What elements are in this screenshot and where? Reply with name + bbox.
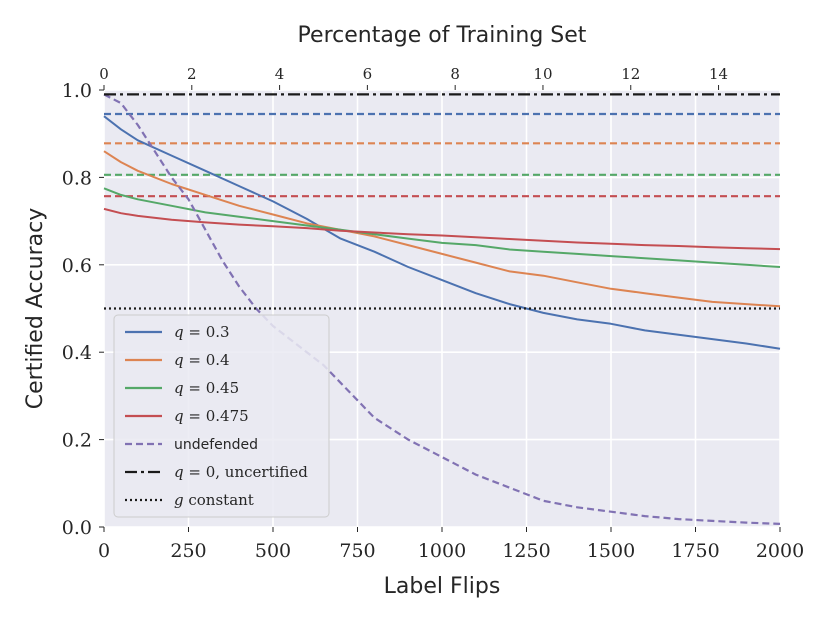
x-axis-label: Label Flips [384,574,501,599]
legend-label: q = 0.3 [174,323,230,341]
x-tick-label: 1000 [418,540,466,562]
y-tick-label: 0.6 [62,255,92,277]
x-tick-label: 500 [255,540,291,562]
y-tick-label: 1.0 [62,80,92,102]
x-tick-label: 1500 [587,540,635,562]
top-x-tick-label: 8 [450,65,460,83]
top-x-tick-label: 6 [363,65,373,83]
y-tick-label: 0.4 [62,342,92,364]
x-tick-label: 1250 [502,540,550,562]
x-tick-label: 1750 [671,540,719,562]
legend-label: q = 0.4 [174,351,230,369]
top-x-tick-label: 4 [275,65,285,83]
x-tick-label: 0 [98,540,110,562]
top-x-tick-label: 0 [99,65,109,83]
top-x-tick-label: 10 [533,65,552,83]
series-q-0-3 [103,115,781,350]
top-x-tick-label: 2 [187,65,197,83]
y-axis-label: Certified Accuracy [23,208,48,409]
legend-label: q = 0, uncertified [174,463,308,481]
legend-box [113,314,330,518]
legend: q = 0.3 q = 0.4 q = 0.45 q = 0.475 undefende… [113,314,330,518]
series-q-0-45 [103,187,781,268]
x-tick-label: 250 [170,540,206,562]
legend-label: q = 0.475 [174,407,249,425]
x-tick-label: 750 [339,540,375,562]
series-q-0-4 [103,150,781,308]
y-tick-label: 0.8 [62,167,92,189]
series-undefended [103,93,781,525]
legend-label: g constant [174,491,254,509]
x-tick-label: 2000 [756,540,804,562]
top-x-axis-ticks: 0 2 4 6 8 10 12 14 [99,65,728,90]
y-axis-ticks: 0.0 0.2 0.4 0.6 0.8 1.0 [62,80,104,539]
legend-label: q = 0.45 [174,379,239,397]
top-x-tick-label: 12 [621,65,640,83]
y-tick-label: 0.0 [62,517,92,539]
y-tick-label: 0.2 [62,430,92,452]
series-q-0-475 [103,207,781,251]
x-axis-ticks: 0 250 500 750 1000 1250 1500 1750 2000 [98,527,804,562]
legend-label: undefended [174,437,258,453]
top-x-axis-label: Percentage of Training Set [298,23,587,48]
series-lines [103,93,781,525]
top-x-tick-label: 14 [709,65,728,83]
